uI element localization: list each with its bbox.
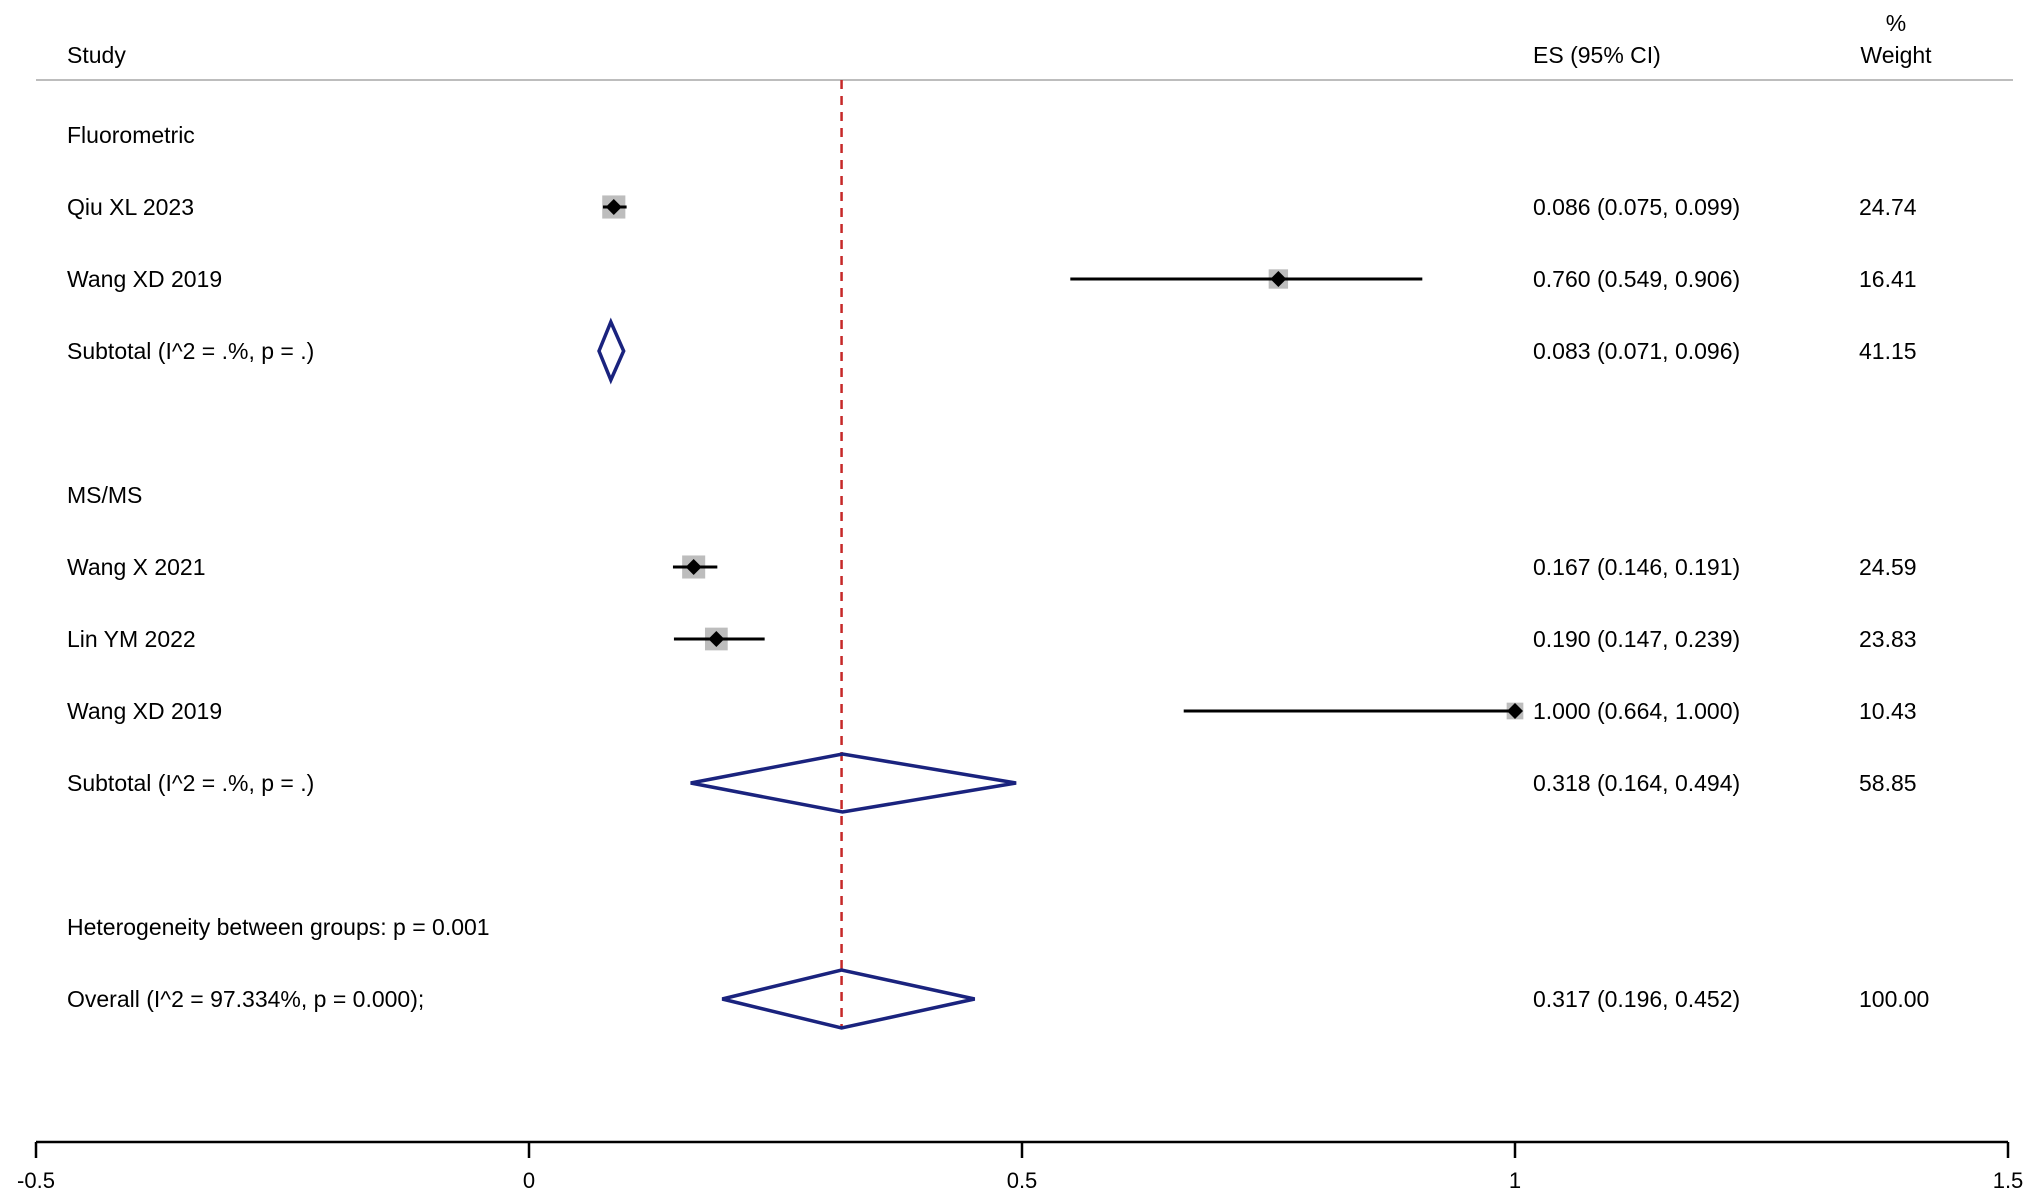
weight-text: 16.41: [1859, 266, 1917, 292]
weight-text: 10.43: [1859, 698, 1917, 724]
weight-text: 100.00: [1859, 986, 1929, 1012]
note-label: Heterogeneity between groups: p = 0.001: [67, 914, 490, 940]
row-study: Wang XD 2019 0.760 (0.549, 0.906) 16.41: [67, 266, 1917, 292]
group-label: Fluorometric: [67, 122, 195, 148]
study-label: Lin YM 2022: [67, 626, 196, 652]
effect-size-text: 1.000 (0.664, 1.000): [1533, 698, 1740, 724]
subtotal-label: Overall (I^2 = 97.334%, p = 0.000);: [67, 986, 424, 1012]
row-study: Lin YM 2022 0.190 (0.147, 0.239) 23.83: [67, 626, 1917, 652]
study-rows: Fluorometric Qiu XL 2023 0.086 (0.075, 0.0…: [67, 122, 1929, 1030]
pooled-estimate-diamond: [721, 968, 976, 1030]
pooled-estimate-diamond: [597, 317, 626, 385]
study-column-header: Study: [67, 42, 126, 68]
weight-text: 24.74: [1859, 194, 1917, 220]
x-axis-tick-label: -0.5: [17, 1168, 55, 1193]
group-label: MS/MS: [67, 482, 142, 508]
x-axis-tick-label: 0.5: [1007, 1168, 1038, 1193]
x-axis: -0.5 0 0.5 1 1.5: [17, 1140, 2024, 1193]
weight-column-header-line2: Weight: [1860, 42, 1932, 68]
effect-size-text: 0.190 (0.147, 0.239): [1533, 626, 1740, 652]
study-label: Qiu XL 2023: [67, 194, 194, 220]
header: Study ES (95% CI) % Weight: [36, 10, 2013, 81]
row-study: Wang X 2021 0.167 (0.146, 0.191) 24.59: [67, 554, 1917, 580]
es-column-header: ES (95% CI): [1533, 42, 1661, 68]
weight-text: 24.59: [1859, 554, 1917, 580]
weight-text: 23.83: [1859, 626, 1917, 652]
point-estimate-marker: [685, 559, 702, 575]
x-axis-tick-label: 1: [1509, 1168, 1521, 1193]
effect-size-text: 0.167 (0.146, 0.191): [1533, 554, 1740, 580]
effect-size-text: 0.318 (0.164, 0.494): [1533, 770, 1740, 796]
x-axis-tick-label: 1.5: [1993, 1168, 2024, 1193]
effect-size-text: 0.760 (0.549, 0.906): [1533, 266, 1740, 292]
row-study: Qiu XL 2023 0.086 (0.075, 0.099) 24.74: [67, 194, 1917, 220]
weight-text: 58.85: [1859, 770, 1917, 796]
x-axis-tick-label: 0: [523, 1168, 535, 1193]
row-group: Fluorometric: [67, 122, 195, 148]
effect-size-text: 0.086 (0.075, 0.099): [1533, 194, 1740, 220]
point-estimate-marker: [1270, 271, 1287, 287]
weight-text: 41.15: [1859, 338, 1917, 364]
row-group: MS/MS: [67, 482, 142, 508]
row-subtotal: Subtotal (I^2 = .%, p = .) 0.318 (0.164, …: [67, 752, 1917, 814]
study-label: Wang X 2021: [67, 554, 206, 580]
point-estimate-marker: [708, 631, 725, 647]
row-study: Wang XD 2019 1.000 (0.664, 1.000) 10.43: [67, 698, 1917, 724]
effect-size-text: 0.083 (0.071, 0.096): [1533, 338, 1740, 364]
weight-column-header-line1: %: [1886, 10, 1906, 36]
pooled-estimate-diamond: [690, 752, 1017, 814]
row-subtotal: Overall (I^2 = 97.334%, p = 0.000); 0.317…: [67, 968, 1929, 1030]
subtotal-label: Subtotal (I^2 = .%, p = .): [67, 338, 314, 364]
point-estimate-marker: [605, 199, 622, 215]
study-label: Wang XD 2019: [67, 698, 222, 724]
effect-size-text: 0.317 (0.196, 0.452): [1533, 986, 1740, 1012]
row-subtotal: Subtotal (I^2 = .%, p = .) 0.083 (0.071, …: [67, 317, 1917, 385]
study-label: Wang XD 2019: [67, 266, 222, 292]
point-estimate-marker: [1507, 703, 1523, 719]
subtotal-label: Subtotal (I^2 = .%, p = .): [67, 770, 314, 796]
row-note: Heterogeneity between groups: p = 0.001: [67, 914, 490, 940]
